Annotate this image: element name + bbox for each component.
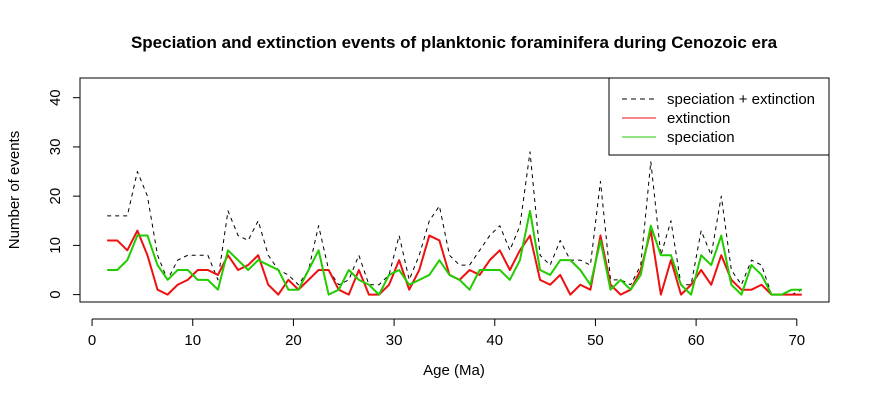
y-tick-label: 0 [47, 290, 64, 298]
x-tick-label: 40 [486, 332, 503, 349]
x-tick-label: 20 [285, 332, 302, 349]
x-tick-label: 60 [688, 332, 705, 349]
x-axis: 0 10 20 30 40 50 60 70 [88, 318, 805, 349]
series-line-total [107, 151, 803, 296]
x-tick-label: 70 [788, 332, 805, 349]
legend-label-speciation: speciation [667, 129, 735, 146]
y-axis-label: Number of events [6, 131, 23, 249]
legend-label-total: speciation + extinction [667, 91, 815, 108]
series-line-speciation [107, 209, 802, 296]
plot-frame [79, 77, 830, 303]
x-tick-label: 30 [386, 332, 403, 349]
chart-title: Speciation and extinction events of plan… [131, 33, 778, 52]
y-tick-label: 30 [47, 139, 64, 156]
plot-area [107, 151, 803, 296]
x-tick-label: 10 [184, 332, 201, 349]
y-tick-label: 10 [47, 237, 64, 254]
legend: speciation + extinction extinction speci… [608, 77, 830, 156]
y-tick-label: 40 [47, 89, 64, 106]
legend-label-extinction: extinction [667, 110, 730, 127]
y-tick-label: 20 [47, 188, 64, 205]
x-tick-label: 0 [88, 332, 96, 349]
x-axis-label: Age (Ma) [423, 362, 485, 379]
y-axis: 0 10 20 30 40 [47, 89, 80, 299]
legend-box [608, 77, 830, 156]
x-tick-label: 50 [587, 332, 604, 349]
